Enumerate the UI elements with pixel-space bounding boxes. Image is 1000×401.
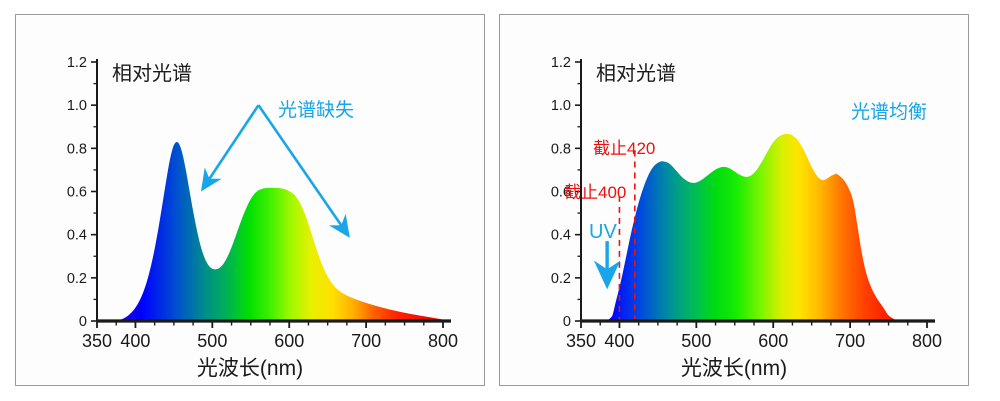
svg-text:500: 500	[681, 331, 711, 351]
right-spectrum-chart: 0 0.2 0.4 0.6 0.8 1.0 1.2 350 400 500 600 700 800 光…	[551, 55, 942, 380]
svg-text:1.2: 1.2	[551, 55, 571, 71]
x-axis-title: 光波长(nm)	[197, 357, 303, 380]
svg-text:0: 0	[563, 314, 571, 330]
svg-text:800: 800	[428, 331, 458, 351]
svg-text:600: 600	[274, 331, 304, 351]
svg-text:350: 350	[566, 331, 596, 351]
svg-text:0.6: 0.6	[551, 185, 571, 201]
y-axis: 0 0.2 0.4 0.6 0.8 1.0 1.2	[67, 55, 98, 330]
svg-text:1.0: 1.0	[551, 98, 571, 114]
cutoff-vlines	[618, 150, 636, 321]
svg-text:1.0: 1.0	[67, 98, 87, 114]
svg-text:600: 600	[758, 331, 788, 351]
svg-text:0: 0	[79, 314, 87, 330]
right-chart-panel: 0 0.2 0.4 0.6 0.8 1.0 1.2 350 400 500 600 700 800 光…	[499, 14, 969, 386]
svg-text:0.8: 0.8	[67, 141, 87, 157]
left-spectrum-chart: 0 0.2 0.4 0.6 0.8 1.0 1.2 350 400 500 600 700 800 光…	[67, 55, 458, 380]
spectrum-area	[581, 133, 927, 322]
svg-text:400: 400	[120, 331, 150, 351]
x-axis: 350 400 500 600 700 800	[566, 319, 942, 351]
left-chart-panel: 0 0.2 0.4 0.6 0.8 1.0 1.2 350 400 500 600 700 800 光…	[15, 14, 485, 386]
svg-text:400: 400	[604, 331, 634, 351]
svg-text:0.6: 0.6	[67, 185, 87, 201]
svg-text:0.8: 0.8	[551, 141, 571, 157]
x-axis: 350 400 500 600 700 800	[82, 319, 458, 351]
svg-text:800: 800	[912, 331, 942, 351]
y-axis: 0 0.2 0.4 0.6 0.8 1.0 1.2	[551, 55, 582, 330]
svg-text:350: 350	[82, 331, 112, 351]
svg-text:0.2: 0.2	[67, 271, 87, 287]
svg-text:700: 700	[835, 331, 865, 351]
x-axis-title: 光波长(nm)	[681, 357, 787, 380]
svg-text:0.2: 0.2	[551, 271, 571, 287]
svg-text:0.4: 0.4	[551, 228, 571, 244]
svg-text:700: 700	[351, 331, 381, 351]
spectrum-area	[97, 141, 443, 322]
spectrum-missing-arrows	[200, 104, 350, 238]
svg-text:0.4: 0.4	[67, 228, 87, 244]
svg-text:1.2: 1.2	[67, 55, 87, 71]
svg-text:500: 500	[197, 331, 227, 351]
